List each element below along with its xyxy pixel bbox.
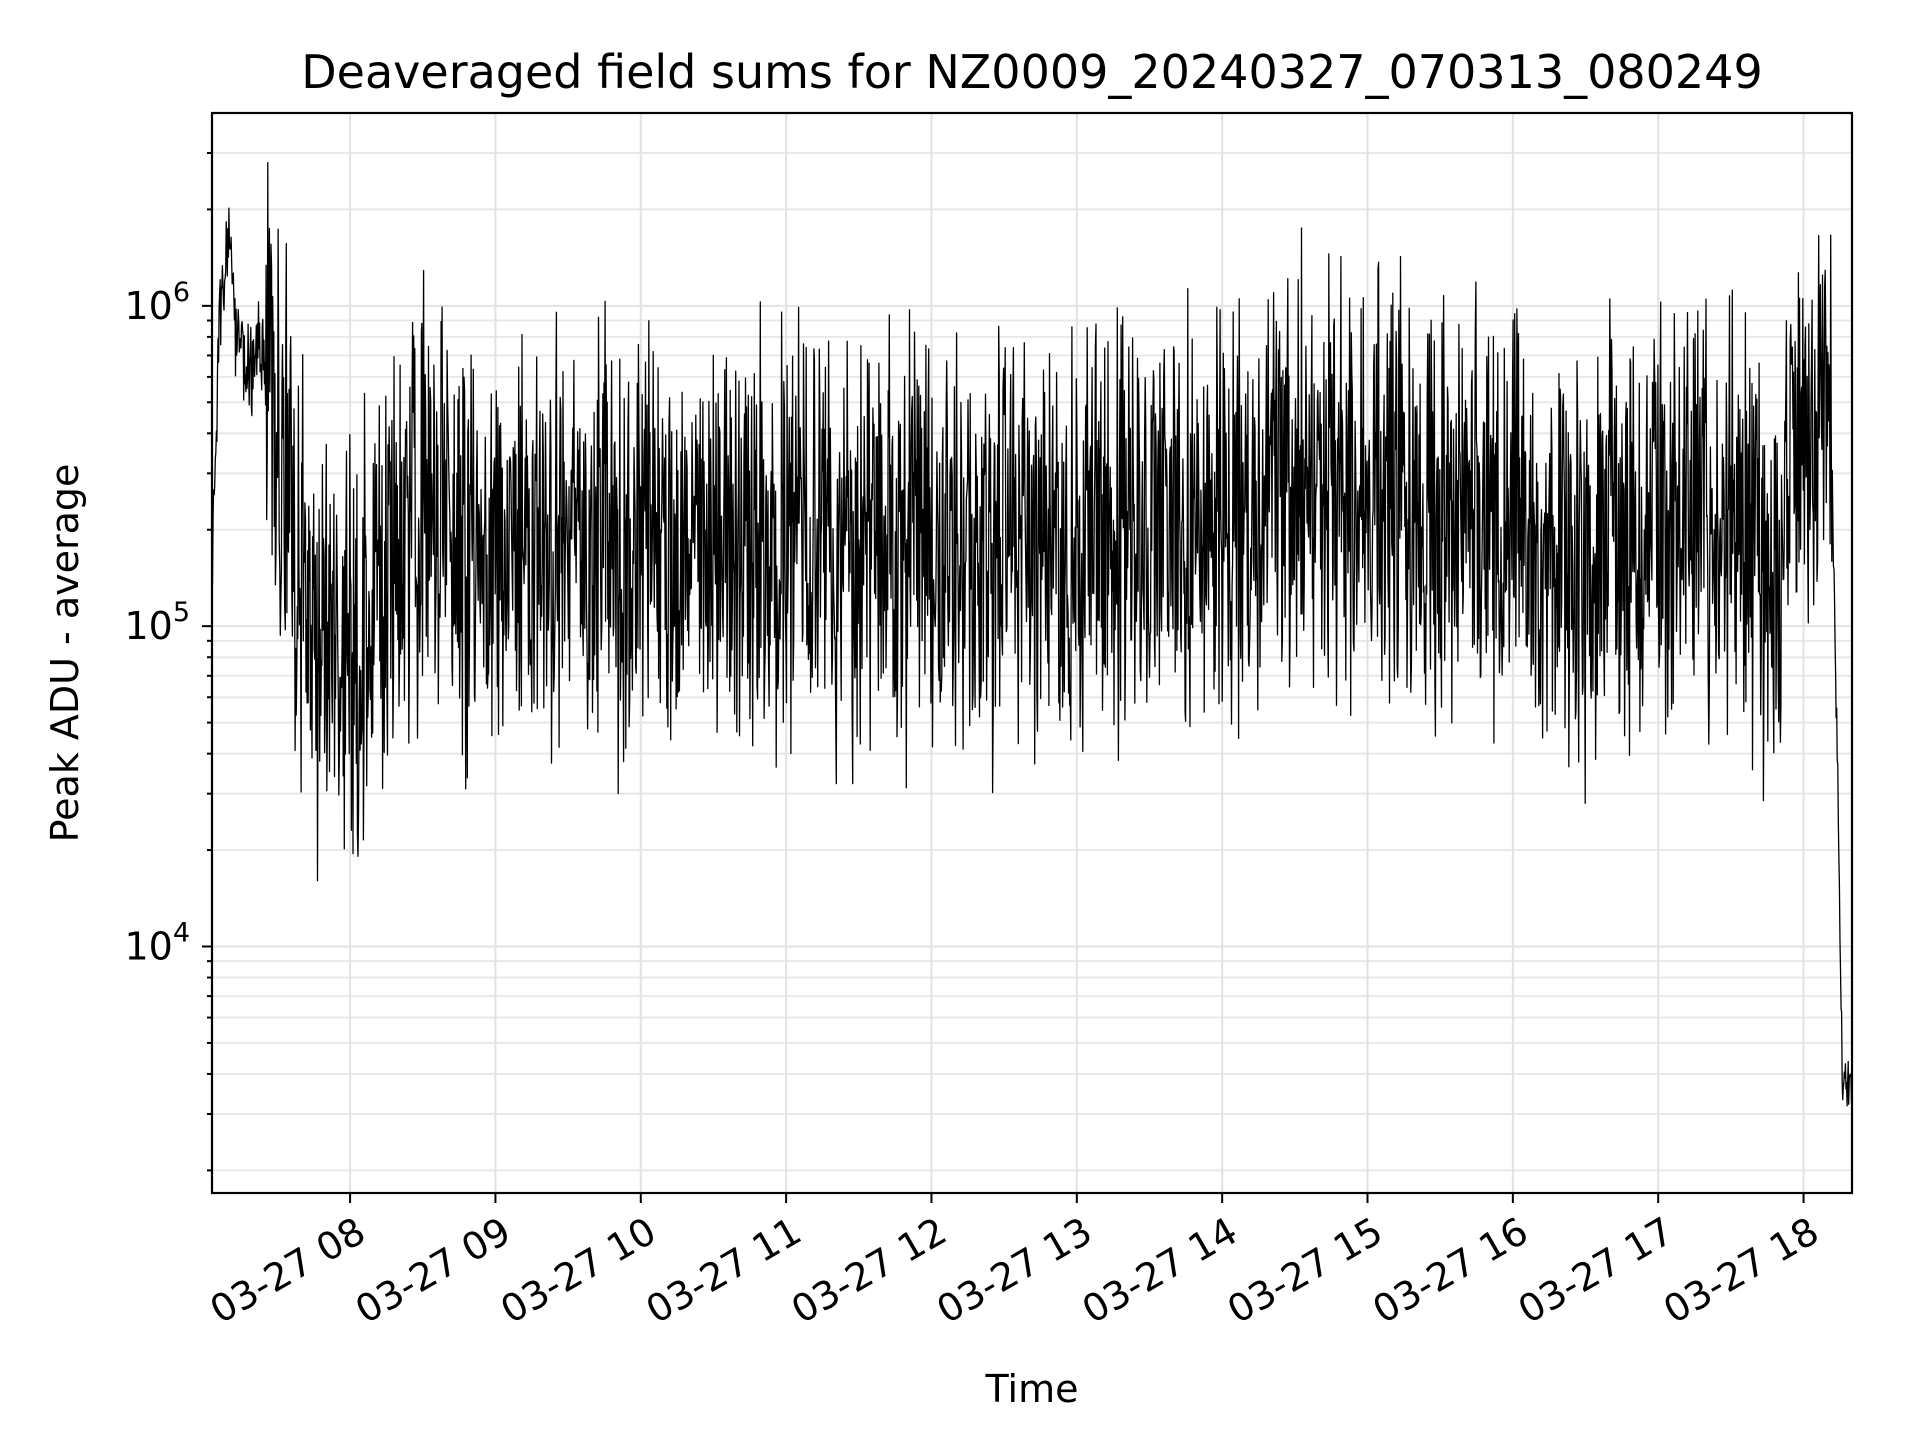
y-tick-label: 105 [124,597,190,648]
series-layer [211,161,1853,1107]
y-tick-label: 106 [124,277,190,328]
y-tick-label: 104 [124,917,190,968]
series-line [211,161,1853,1107]
y-axis-label: Peak ADU - average [43,464,87,843]
chart-title: Deaveraged field sums for NZ0009_2024032… [301,45,1762,99]
x-axis-label: Time [985,1367,1079,1411]
plot-frame [210,111,1854,1195]
y-axis: 104 105 106 [124,152,212,1172]
